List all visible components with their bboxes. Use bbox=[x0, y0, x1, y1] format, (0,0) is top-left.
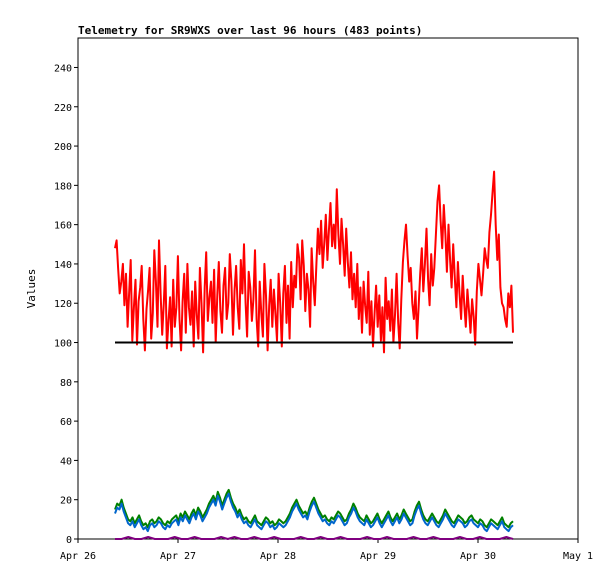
series-line-2 bbox=[114, 492, 514, 533]
x-tick-label: Apr 27 bbox=[160, 551, 196, 562]
y-axis: 0 20 40 60 80 100 120 140 160 180 200 220 240 bbox=[54, 63, 78, 546]
y-axis-label: Values bbox=[25, 269, 38, 309]
x-tick-label: Apr 26 bbox=[60, 551, 96, 562]
y-tick-label: 200 bbox=[54, 142, 72, 153]
y-tick-label: 60 bbox=[60, 417, 72, 428]
series-line-0 bbox=[114, 170, 514, 354]
y-tick-label: 100 bbox=[54, 339, 72, 350]
series-layer bbox=[114, 170, 514, 540]
y-tick-label: 20 bbox=[60, 496, 72, 507]
x-tick-label: May 1 bbox=[563, 551, 593, 562]
y-tick-label: 40 bbox=[60, 456, 72, 467]
series-line-3 bbox=[115, 536, 514, 540]
y-tick-label: 160 bbox=[54, 221, 72, 232]
y-tick-label: 120 bbox=[54, 299, 72, 310]
series-line-1 bbox=[114, 488, 514, 529]
x-axis: Apr 26 Apr 27 Apr 28 Apr 29 Apr 30 May 1 bbox=[60, 539, 593, 562]
chart-title: Telemetry for SR9WXS over last 96 hours … bbox=[78, 24, 422, 37]
x-tick-label: Apr 29 bbox=[360, 551, 396, 562]
y-tick-label: 140 bbox=[54, 260, 72, 271]
y-tick-label: 80 bbox=[60, 378, 72, 389]
y-tick-label: 180 bbox=[54, 181, 72, 192]
y-tick-label: 0 bbox=[66, 535, 72, 546]
x-tick-label: Apr 30 bbox=[460, 551, 496, 562]
y-tick-label: 220 bbox=[54, 103, 72, 114]
y-tick-label: 240 bbox=[54, 63, 72, 74]
x-tick-label: Apr 28 bbox=[260, 551, 296, 562]
